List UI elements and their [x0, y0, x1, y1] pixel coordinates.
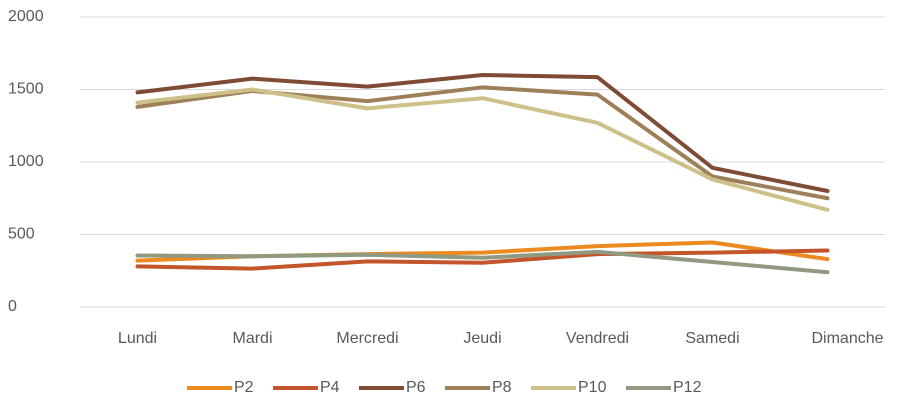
series-line: [135, 248, 830, 271]
legend-label: P12: [673, 379, 702, 396]
legend-label: P8: [492, 379, 512, 396]
x-tick-label: Dimanche: [811, 330, 883, 347]
y-tick-label: 1000: [8, 153, 44, 170]
legend-label: P10: [578, 379, 607, 396]
x-tick-label: Lundi: [118, 330, 157, 347]
series-line: [135, 249, 830, 275]
x-tick-label: Mardi: [232, 330, 272, 347]
x-tick-label: Mercredi: [336, 330, 398, 347]
legend-label: P4: [320, 379, 340, 396]
y-tick-label: 2000: [8, 8, 44, 25]
x-tick-label: Samedi: [685, 330, 739, 347]
series-line: [135, 87, 830, 212]
x-tick-label: Jeudi: [463, 330, 501, 347]
y-tick-label: 500: [8, 226, 35, 243]
x-tick-label: Vendredi: [566, 330, 629, 347]
legend-label: P6: [406, 379, 426, 396]
y-tick-label: 1500: [8, 81, 44, 98]
series-line: [135, 73, 830, 193]
y-tick-label: 0: [8, 298, 17, 315]
legend-label: P2: [234, 379, 254, 396]
